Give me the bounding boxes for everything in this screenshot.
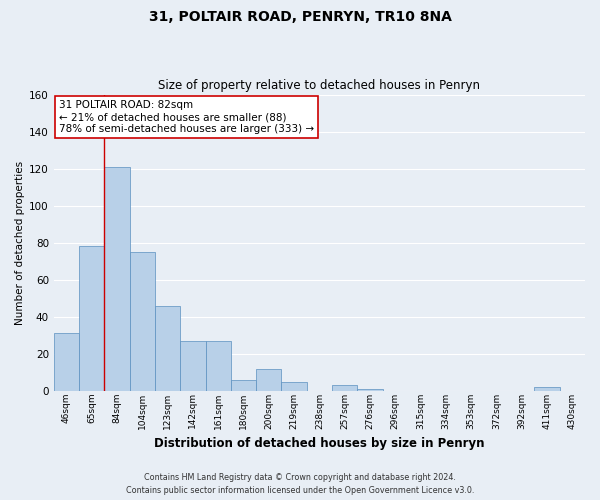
Bar xyxy=(206,341,231,391)
Bar xyxy=(332,386,358,391)
Bar xyxy=(130,252,155,391)
Title: Size of property relative to detached houses in Penryn: Size of property relative to detached ho… xyxy=(158,79,481,92)
Bar xyxy=(358,389,383,391)
Bar xyxy=(155,306,180,391)
Text: Contains HM Land Registry data © Crown copyright and database right 2024.
Contai: Contains HM Land Registry data © Crown c… xyxy=(126,473,474,495)
Bar xyxy=(79,246,104,391)
Bar xyxy=(256,368,281,391)
Bar xyxy=(180,341,206,391)
Bar xyxy=(535,387,560,391)
Text: 31 POLTAIR ROAD: 82sqm
← 21% of detached houses are smaller (88)
78% of semi-det: 31 POLTAIR ROAD: 82sqm ← 21% of detached… xyxy=(59,100,314,134)
Y-axis label: Number of detached properties: Number of detached properties xyxy=(15,160,25,325)
Bar xyxy=(104,167,130,391)
Bar xyxy=(231,380,256,391)
Bar xyxy=(54,334,79,391)
Bar xyxy=(281,382,307,391)
Text: 31, POLTAIR ROAD, PENRYN, TR10 8NA: 31, POLTAIR ROAD, PENRYN, TR10 8NA xyxy=(149,10,451,24)
X-axis label: Distribution of detached houses by size in Penryn: Distribution of detached houses by size … xyxy=(154,437,485,450)
